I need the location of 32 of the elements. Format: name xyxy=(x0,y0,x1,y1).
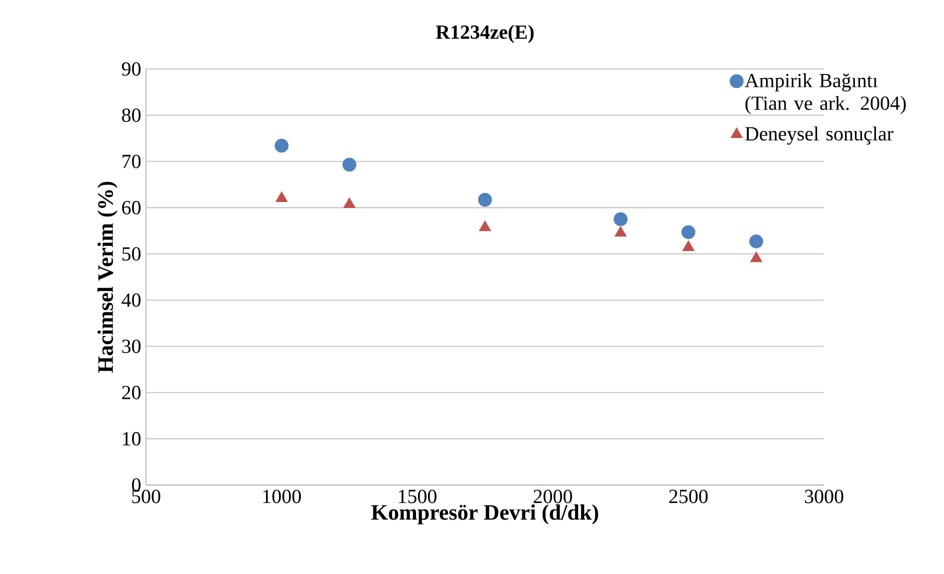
x-tick-label: 500 xyxy=(132,490,160,504)
y-axis-title: Hacimsel Verim (%) xyxy=(98,182,118,373)
y-tick-label: 90 xyxy=(122,62,141,76)
legend-label: Ampirik Bağıntı (Tian ve ark. 2004) xyxy=(744,73,906,114)
point xyxy=(614,226,627,237)
y-tick-label: 60 xyxy=(122,200,141,214)
y-tick-label: 50 xyxy=(122,247,141,261)
legend-label: Deneysel sonuçlar xyxy=(745,126,894,145)
chart-title: R1234ze(E) xyxy=(436,24,534,43)
y-tick-label: 70 xyxy=(122,154,141,168)
y-tick-label: 80 xyxy=(122,108,141,122)
point xyxy=(343,197,356,208)
point xyxy=(276,191,288,202)
x-tick-label: 2500 xyxy=(669,490,708,504)
point xyxy=(750,252,762,262)
point xyxy=(681,225,696,240)
point xyxy=(682,240,694,252)
y-tick-label: 10 xyxy=(123,432,141,446)
point xyxy=(478,220,492,232)
point xyxy=(749,234,764,248)
x-tick-label: 1500 xyxy=(398,490,436,504)
y-tick-label: 30 xyxy=(122,340,141,354)
y-tick-label: 40 xyxy=(122,293,141,307)
x-tick-label: 2000 xyxy=(534,490,572,504)
x-tick-label: 3000 xyxy=(804,490,844,504)
point xyxy=(342,158,356,172)
x-axis-title: Kompresör Devri (d/dk) xyxy=(371,504,598,524)
point xyxy=(614,212,628,226)
point xyxy=(478,192,492,207)
point xyxy=(274,138,289,153)
x-tick-label: 1000 xyxy=(263,490,301,504)
y-tick-label: 20 xyxy=(122,386,141,400)
